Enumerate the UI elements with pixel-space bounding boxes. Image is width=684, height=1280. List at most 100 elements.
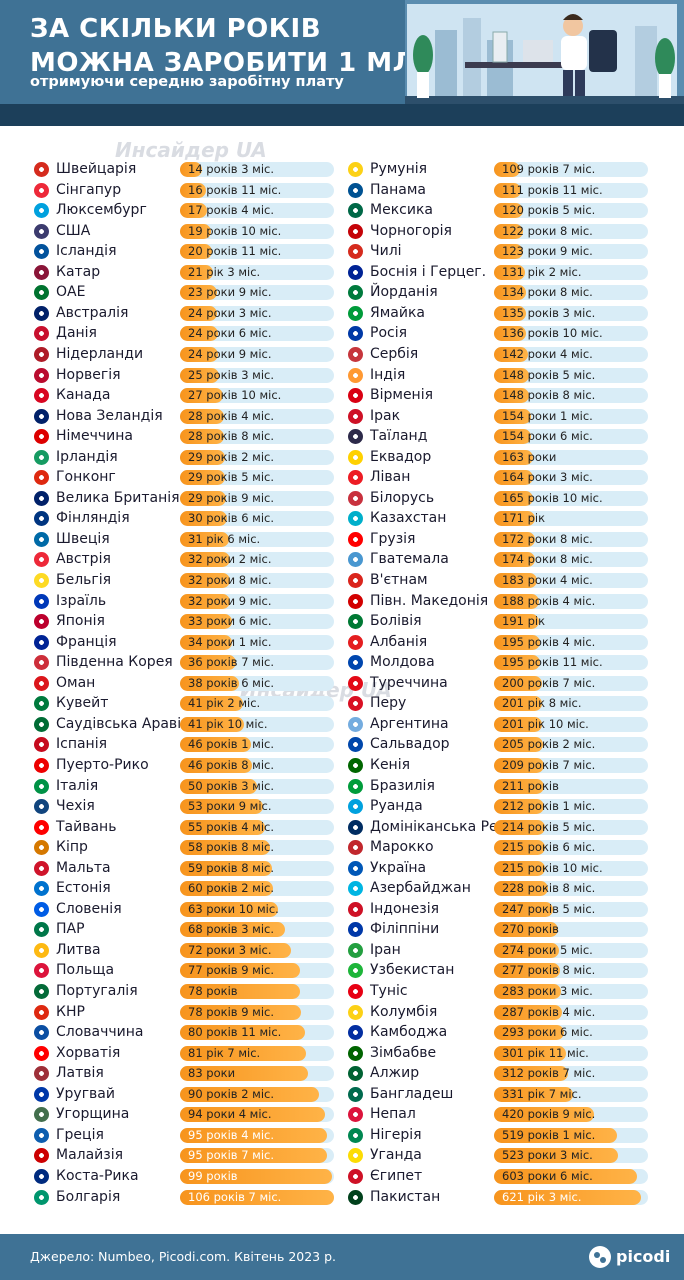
country-name: Туреччина bbox=[370, 674, 448, 691]
country-row: Велика Британія 29 років 9 міс. bbox=[34, 489, 334, 508]
flag-icon bbox=[348, 470, 363, 486]
bar-fill bbox=[494, 573, 537, 588]
country-name: Хорватія bbox=[56, 1044, 121, 1061]
country-name: Гонконг bbox=[56, 469, 116, 486]
bar-fill bbox=[494, 614, 539, 630]
country-name: Естонія bbox=[56, 880, 111, 897]
flag-icon bbox=[34, 799, 49, 815]
bar-track bbox=[494, 305, 648, 321]
flag-icon bbox=[34, 984, 49, 999]
bar-fill bbox=[180, 223, 211, 239]
flag-icon bbox=[348, 716, 363, 732]
flag-icon bbox=[348, 1025, 363, 1041]
country-row: Уругвай 90 років 2 міс. bbox=[34, 1085, 334, 1104]
flag-icon bbox=[348, 1045, 363, 1061]
country-row: Канада 27 років 10 міс. bbox=[34, 386, 334, 405]
bar-value-label: 41 рік 10 міс. bbox=[188, 716, 268, 731]
source-note: Джерело: Numbeo, Picodi.com. Квітень 202… bbox=[30, 1249, 337, 1264]
bar-fill bbox=[494, 388, 529, 404]
bar-fill bbox=[494, 901, 553, 917]
bar-value-label: 172 роки 8 міс. bbox=[502, 531, 593, 546]
country-row: Фінляндія 30 років 6 міс. bbox=[34, 509, 334, 528]
bar-fill bbox=[494, 244, 523, 260]
bar-value-label: 134 роки 8 міс. bbox=[502, 285, 593, 300]
bar-track bbox=[494, 429, 648, 445]
bar-fill bbox=[180, 182, 206, 198]
bar-value-label: 154 роки 1 міс. bbox=[502, 408, 593, 423]
country-name: Уганда bbox=[370, 1147, 422, 1164]
country-row: Боснія і Герцег. 131 рік 2 міс. bbox=[348, 263, 648, 282]
country-row: Індонезія 247 років 5 міс. bbox=[348, 900, 648, 919]
bar-fill bbox=[180, 655, 236, 671]
bar-value-label: 28 років 8 міс. bbox=[188, 429, 275, 444]
flag-icon bbox=[348, 942, 363, 958]
flag-icon bbox=[348, 1086, 363, 1102]
country-row: Катар 21 рік 3 міс. bbox=[34, 263, 334, 282]
country-row: Грузія 172 роки 8 міс. bbox=[348, 530, 648, 549]
bar-value-label: 163 роки bbox=[502, 449, 557, 464]
bar-value-label: 58 років 8 міс. bbox=[188, 840, 275, 855]
bar-value-label: 312 років 7 міс. bbox=[502, 1066, 596, 1081]
flag-icon bbox=[34, 942, 49, 958]
bar-value-label: 109 років 7 міс. bbox=[502, 162, 596, 176]
flag-icon bbox=[348, 819, 363, 835]
bar-fill bbox=[180, 285, 217, 301]
bar-fill bbox=[494, 922, 558, 938]
bar-track bbox=[494, 264, 648, 280]
country-name: Аргентина bbox=[370, 715, 449, 732]
bar-value-label: 63 роки 10 міс. bbox=[188, 901, 279, 916]
country-row: Азербайджан 228 років 8 міс. bbox=[348, 879, 648, 898]
country-row: Пакистан 621 рік 3 міс. bbox=[348, 1188, 648, 1207]
country-name: Колумбія bbox=[370, 1003, 438, 1020]
country-name: Перу bbox=[370, 695, 407, 712]
flag-icon bbox=[34, 614, 49, 630]
bar-fill bbox=[180, 737, 251, 753]
bar-value-label: 135 років 3 міс. bbox=[502, 305, 596, 320]
country-name: Марокко bbox=[370, 839, 434, 856]
country-name: Чехія bbox=[56, 798, 95, 815]
picodi-logo-icon bbox=[589, 1246, 611, 1268]
bar-fill bbox=[180, 573, 230, 588]
country-name: Білорусь bbox=[370, 489, 435, 506]
bar-value-label: 142 роки 4 міс. bbox=[502, 346, 593, 361]
bar-fill bbox=[180, 162, 202, 177]
bar-value-label: 165 років 10 міс. bbox=[502, 490, 603, 505]
bar-track bbox=[180, 305, 334, 321]
bar-fill bbox=[494, 449, 533, 465]
country-row: Кувейт 41 рік 2 міс. bbox=[34, 694, 334, 713]
country-row: Ізраїль 32 роки 9 міс. bbox=[34, 592, 334, 611]
flag-icon bbox=[348, 614, 363, 630]
flag-icon bbox=[34, 1127, 49, 1143]
bar-value-label: 214 років 5 міс. bbox=[502, 819, 596, 834]
bar-value-label: 287 років 4 міс. bbox=[502, 1004, 596, 1019]
picodi-logo-text: picodi bbox=[616, 1247, 671, 1266]
country-row: ОАЕ 23 роки 9 міс. bbox=[34, 283, 334, 302]
country-name: Сінгапур bbox=[56, 181, 122, 198]
bar-track bbox=[180, 223, 334, 239]
country-row: Нігерія 519 років 1 міс. bbox=[348, 1126, 648, 1145]
bar-track bbox=[180, 264, 334, 280]
country-row: Непал 420 років 9 міс. bbox=[348, 1105, 648, 1124]
flag-icon bbox=[348, 573, 363, 588]
country-name: Австралія bbox=[56, 304, 129, 321]
bar-value-label: 78 років 9 міс. bbox=[188, 1004, 275, 1019]
bar-value-label: 195 років 11 міс. bbox=[502, 655, 603, 670]
flag-icon bbox=[34, 1004, 49, 1020]
header: ЗА СКІЛЬКИ РОКІВ МОЖНА ЗАРОБИТИ 1 МЛН $ … bbox=[0, 0, 684, 126]
bar-fill bbox=[494, 346, 528, 362]
bar-fill bbox=[494, 367, 529, 383]
country-row: Півн. Македонія 188 років 4 міс. bbox=[348, 592, 648, 611]
flag-icon bbox=[34, 1168, 49, 1184]
header-band bbox=[0, 104, 684, 126]
country-row: Узбекистан 277 років 8 міс. bbox=[348, 961, 648, 980]
country-row: Німеччина 28 років 8 міс. bbox=[34, 427, 334, 446]
country-row: Люксембург 17 років 4 міс. bbox=[34, 201, 334, 220]
bar-value-label: 14 років 3 міс. bbox=[188, 162, 275, 176]
country-name: Таїланд bbox=[370, 428, 428, 445]
bar-fill bbox=[494, 264, 525, 280]
flag-icon bbox=[348, 1127, 363, 1143]
bar-track bbox=[494, 326, 648, 342]
flag-icon bbox=[34, 223, 49, 239]
flag-icon bbox=[34, 490, 49, 506]
bar-fill bbox=[180, 1045, 306, 1061]
